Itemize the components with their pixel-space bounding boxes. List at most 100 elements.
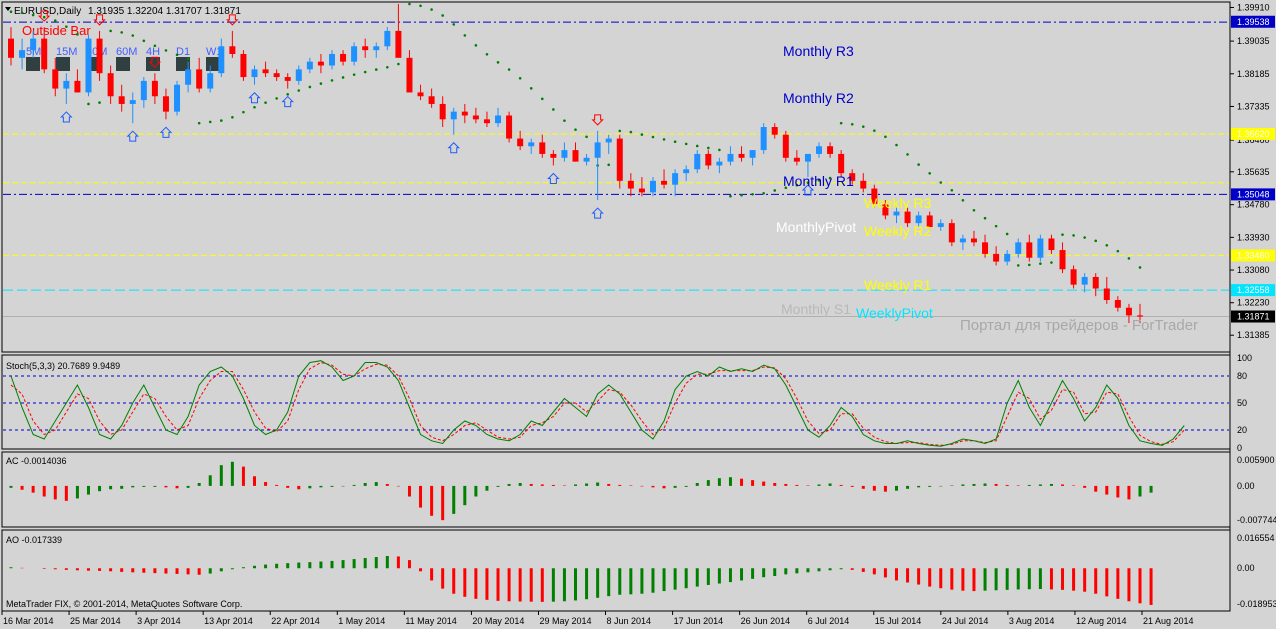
- candle-body: [85, 38, 92, 93]
- candle-body: [273, 73, 280, 78]
- candle-body: [528, 142, 535, 147]
- psar-dot: [607, 163, 611, 167]
- psar-dot: [87, 102, 90, 106]
- candle-body: [638, 188, 645, 193]
- candle-body: [373, 46, 380, 51]
- candle-body: [948, 223, 955, 243]
- psar-dot: [529, 87, 533, 90]
- psar-dot: [684, 142, 688, 146]
- candle-body: [196, 69, 203, 89]
- psar-dot: [518, 76, 522, 80]
- candle-body: [1037, 238, 1044, 258]
- candle-body: [793, 157, 800, 162]
- psar-dot: [983, 216, 987, 220]
- psar-dot: [120, 31, 123, 34]
- candle-body: [539, 142, 546, 154]
- psar-dot: [574, 128, 577, 131]
- psar-dot: [806, 181, 810, 185]
- candle-body: [993, 253, 1000, 262]
- candle-body: [937, 223, 944, 227]
- candle-body: [151, 80, 158, 97]
- psar-dot: [950, 188, 954, 192]
- candle-body: [140, 80, 147, 101]
- candle-body: [417, 92, 424, 97]
- psar-dot: [906, 153, 909, 156]
- candle-body: [860, 180, 867, 189]
- timeframe-label[interactable]: 15M: [56, 46, 77, 58]
- psar-dot: [784, 186, 788, 190]
- psar-dot: [585, 135, 588, 139]
- timeframe-box[interactable]: [206, 57, 220, 71]
- candle-body: [760, 127, 767, 151]
- timeframe-label[interactable]: 60M: [116, 46, 137, 58]
- level-label: Weekly R2: [864, 223, 932, 239]
- price-tick-label: 1.36460: [1237, 135, 1270, 145]
- candle-body: [561, 150, 568, 158]
- stoch-signal-line: [10, 361, 1185, 446]
- level-label: MonthlyPivot: [776, 219, 856, 235]
- candle-body: [816, 146, 823, 154]
- time-tick-label: 8 Jun 2014: [607, 616, 652, 626]
- timeframe-label[interactable]: D1: [176, 46, 190, 58]
- timeframe-label[interactable]: 5M: [26, 46, 41, 58]
- candle-body: [74, 80, 81, 93]
- candle-body: [118, 96, 125, 104]
- outside-bar-label: Outside Bar: [22, 23, 91, 38]
- histogram-tick-label: 0.016554: [1237, 533, 1275, 543]
- candle-body: [317, 61, 324, 66]
- psar-dot: [496, 61, 500, 64]
- candle-body: [1114, 300, 1121, 308]
- timeframe-box[interactable]: [56, 57, 70, 71]
- psar-dot: [53, 19, 57, 22]
- histogram-tick-label: 0.00: [1237, 481, 1255, 491]
- timeframe-box[interactable]: [26, 57, 40, 71]
- menu-triangle-icon[interactable]: [5, 7, 11, 11]
- psar-dot: [65, 25, 68, 28]
- psar-dot: [220, 119, 223, 122]
- time-tick-label: 6 Jul 2014: [808, 616, 850, 626]
- price-tick-label: 1.38185: [1237, 69, 1270, 79]
- psar-dot: [164, 49, 168, 52]
- psar-dot: [817, 179, 821, 182]
- psar-dot: [1094, 239, 1098, 243]
- psar-dot: [1016, 264, 1020, 267]
- candle-body: [1081, 276, 1088, 285]
- psar-dot: [1138, 266, 1142, 269]
- candle-body: [328, 53, 335, 66]
- psar-dot: [640, 133, 644, 136]
- psar-dot: [441, 14, 444, 17]
- price-tick-label: 1.33930: [1237, 232, 1270, 242]
- fractal-up-arrow-icon: [801, 184, 815, 196]
- psar-dot: [795, 183, 799, 187]
- psar-dot: [408, 2, 411, 6]
- timeframe-box[interactable]: [146, 57, 160, 71]
- psar-dot: [662, 138, 666, 141]
- time-tick-label: 26 Jun 2014: [741, 616, 791, 626]
- candle-body: [129, 100, 136, 104]
- candle-body: [1015, 242, 1022, 254]
- psar-dot: [751, 192, 754, 196]
- candle-body: [627, 180, 634, 189]
- candle-body: [1026, 242, 1033, 258]
- candle-body: [1125, 307, 1132, 316]
- candle-body: [683, 169, 690, 174]
- candle-body: [340, 53, 347, 62]
- timeframe-box[interactable]: [116, 57, 130, 71]
- candle-body: [483, 119, 490, 124]
- candle-body: [594, 142, 601, 158]
- candle-body: [218, 46, 225, 74]
- candle-body: [782, 134, 789, 158]
- fractal-down-arrow-icon: [226, 14, 239, 26]
- timeframe-box[interactable]: [176, 57, 190, 71]
- candle-body: [705, 153, 712, 166]
- price-badge: [1231, 188, 1275, 201]
- psar-dot: [1127, 257, 1131, 260]
- candle-body: [8, 38, 14, 58]
- ohlc-values: 1.31935 1.32204 1.31707 1.31871: [88, 6, 241, 17]
- psar-dot: [297, 89, 301, 92]
- level-label: Monthly R2: [783, 90, 854, 106]
- timeframe-label[interactable]: 4H: [146, 46, 160, 58]
- psar-dot: [707, 146, 710, 150]
- stoch-tick-label: 20: [1237, 425, 1247, 435]
